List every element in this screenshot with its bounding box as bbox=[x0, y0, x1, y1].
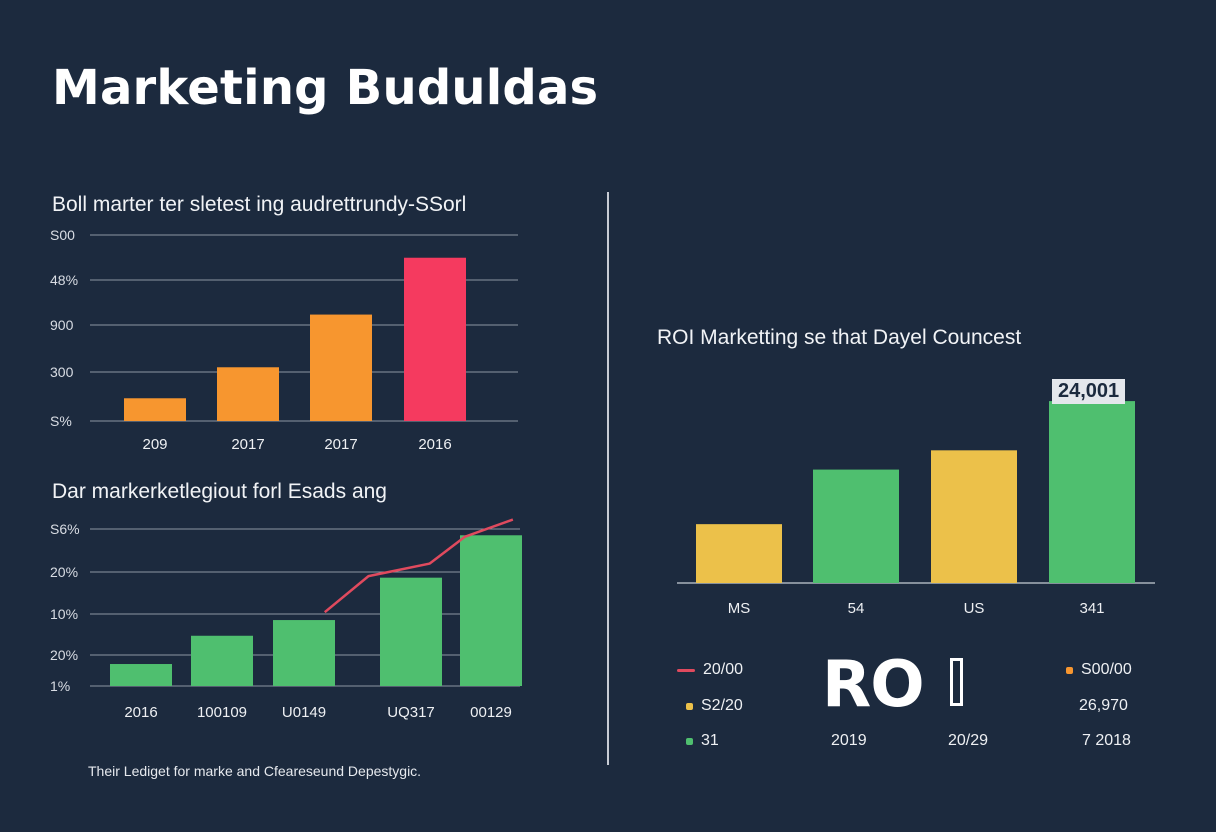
panel-divider bbox=[607, 192, 609, 765]
chart1-title: Boll marter ter sletest ing audrettrundy… bbox=[52, 193, 467, 216]
chart2-bar bbox=[273, 620, 335, 686]
legend-item-right-2: 7 2018 bbox=[1082, 732, 1131, 749]
chart1-bar bbox=[217, 367, 279, 421]
footnote: Their Lediget for marke and Cfeareseund … bbox=[88, 763, 422, 779]
chart2-x-tick: UQ317 bbox=[387, 704, 435, 721]
chart2-x-tick: 2016 bbox=[124, 704, 158, 721]
chart1-y-tick: 48% bbox=[50, 272, 79, 288]
chart2-bar bbox=[460, 535, 522, 686]
legend-label: S00/00 bbox=[1081, 661, 1132, 678]
chart1-bar bbox=[310, 314, 372, 421]
chart3-value-label: 24,001 bbox=[1052, 379, 1126, 405]
chart2-y-tick: 1% bbox=[50, 678, 71, 694]
chart2-bar bbox=[191, 635, 253, 686]
chart1-bar bbox=[404, 257, 466, 421]
legend-line-swatch bbox=[677, 668, 695, 672]
chart2-y-tick: S6% bbox=[50, 521, 80, 537]
legend-item-left-0: 20/00 bbox=[677, 661, 743, 679]
chart3-bar bbox=[696, 524, 782, 583]
chart1-bar bbox=[124, 398, 186, 421]
legend-center-1: 20/29 bbox=[948, 732, 989, 749]
chart3-bar bbox=[1049, 401, 1135, 583]
chart2-trend-line bbox=[323, 518, 514, 614]
legend-dot-swatch bbox=[1066, 666, 1073, 674]
legend-label: S2/20 bbox=[701, 697, 743, 714]
legend-item-left-2: 31 bbox=[686, 732, 719, 750]
chart1-y-tick: S00 bbox=[50, 227, 75, 243]
chart1-y-tick: 900 bbox=[50, 317, 74, 333]
chart1-x-tick: 209 bbox=[142, 436, 168, 453]
text-cursor-box bbox=[950, 658, 963, 706]
chart2-bar bbox=[380, 577, 442, 686]
chart1-x-tick: 2017 bbox=[324, 436, 358, 453]
chart2-y-tick: 10% bbox=[50, 606, 79, 622]
chart3-x-tick: 341 bbox=[1079, 600, 1105, 617]
chart2-y-tick: 20% bbox=[50, 564, 79, 580]
chart1-y-tick: S% bbox=[50, 413, 72, 429]
legend-dot-swatch bbox=[686, 702, 693, 710]
legend-dot-swatch bbox=[686, 737, 693, 745]
chart1-x-tick: 2017 bbox=[231, 436, 265, 453]
chart3-bar bbox=[813, 469, 899, 583]
chart3-x-tick: 54 bbox=[847, 600, 865, 617]
chart2-y-tick: 20% bbox=[50, 647, 79, 663]
chart1-y-tick: 300 bbox=[50, 364, 74, 380]
chart2-x-tick: U0149 bbox=[281, 704, 327, 721]
chart3-x-tick: US bbox=[963, 600, 985, 617]
legend-label: 20/00 bbox=[703, 661, 744, 678]
ro-big-text: RO bbox=[822, 648, 925, 722]
legend-item-right-0: S00/00 bbox=[1066, 661, 1132, 679]
legend-center-0: 2019 bbox=[831, 732, 867, 749]
legend-item-left-1: S2/20 bbox=[686, 697, 743, 715]
page-title: Marketing Buduldas bbox=[52, 60, 599, 116]
chart2-title: Dar markerketlegiout forl Esads ang bbox=[52, 480, 387, 503]
chart2-bar bbox=[110, 664, 172, 686]
chart3-title: ROI Marketting se that Dayel Councest bbox=[657, 326, 1022, 349]
legend-label: 31 bbox=[701, 732, 719, 749]
chart2-x-tick: 100109 bbox=[196, 704, 248, 721]
legend-item-right-1: 26,970 bbox=[1079, 697, 1128, 714]
chart3-bar bbox=[931, 450, 1017, 583]
chart3-x-tick: MS bbox=[727, 600, 751, 617]
chart2-x-tick: 00129 bbox=[470, 704, 512, 721]
chart1-x-tick: 2016 bbox=[418, 436, 452, 453]
